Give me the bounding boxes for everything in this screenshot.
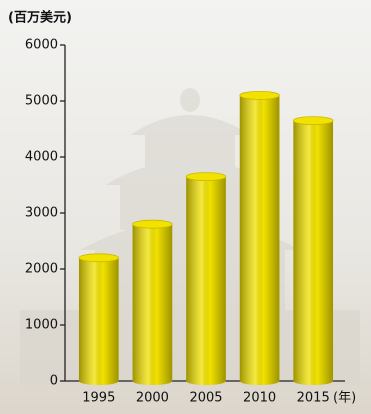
x-tick-label: 2010 (243, 391, 276, 406)
y-tick-label: 6000 (25, 38, 58, 53)
x-tick-label: 1995 (82, 391, 115, 406)
y-tick-label: 4000 (25, 150, 58, 165)
bar-top (292, 116, 334, 125)
bar-shade (78, 253, 119, 385)
y-tick-label: 3000 (25, 206, 58, 221)
bar-top (132, 219, 173, 229)
bar-shade (239, 91, 280, 386)
bar-shade (293, 116, 334, 385)
x-tick-label: 2005 (189, 391, 222, 406)
x-axis-label: (年) (333, 391, 356, 406)
bar-shade (186, 172, 226, 385)
y-tick-label: 1000 (25, 318, 58, 333)
y-tick-label: 5000 (25, 94, 58, 109)
bar-shade (132, 220, 173, 385)
bar-top (185, 172, 227, 182)
x-tick-label: 2015 (297, 391, 330, 406)
x-tick-label: 2000 (136, 391, 169, 406)
bar-top (78, 253, 120, 263)
y-tick-label: 2000 (25, 262, 58, 277)
bar-top (239, 91, 280, 100)
y-axis-label: (百万美元) (8, 10, 72, 26)
y-tick-label: 0 (50, 374, 58, 389)
